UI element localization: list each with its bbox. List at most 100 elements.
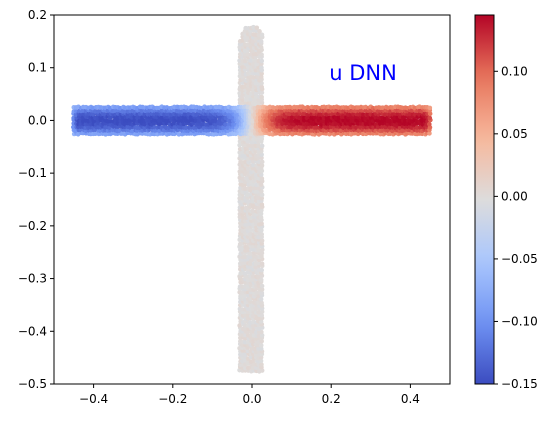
- colorbar-tick-label: −0.10: [501, 314, 538, 328]
- field-point: [258, 215, 264, 220]
- field-point: [139, 108, 145, 114]
- field-point: [250, 274, 256, 279]
- y-tick-label: 0.0: [28, 113, 47, 127]
- colorbar: [474, 14, 495, 385]
- field-point: [259, 221, 264, 227]
- field-point: [259, 238, 265, 243]
- field-point: [245, 124, 250, 130]
- field-point: [257, 29, 262, 34]
- field-point: [427, 105, 433, 111]
- field-point: [427, 131, 432, 136]
- field-point: [258, 277, 264, 283]
- field-point: [254, 25, 260, 31]
- field-point: [380, 105, 386, 111]
- field-point: [107, 118, 113, 124]
- field-point: [259, 309, 265, 315]
- scatter-points: [71, 24, 433, 374]
- field-point: [242, 121, 248, 126]
- field-point: [259, 300, 264, 306]
- field-point: [259, 261, 265, 267]
- field-point: [259, 90, 265, 95]
- field-point: [237, 323, 242, 328]
- x-tick-label: −0.2: [158, 392, 187, 406]
- field-point: [250, 202, 256, 208]
- field-point: [311, 109, 317, 114]
- x-tick-label: −0.4: [79, 392, 108, 406]
- chart-annotation: u DNN: [329, 61, 397, 85]
- field-point: [256, 309, 261, 315]
- field-point: [259, 267, 265, 273]
- field-point: [259, 58, 265, 64]
- field-point: [259, 313, 265, 318]
- colorbar-axis: −0.15 −0.10 −0.05 0.00 0.05 0.10: [494, 64, 538, 391]
- x-tick-label: 0.2: [322, 392, 341, 406]
- y-axis: −0.5 −0.4 −0.3 −0.2 −0.1 0.0 0.1 0.2: [18, 8, 54, 391]
- x-tick-label: 0.0: [242, 392, 261, 406]
- field-point: [240, 290, 245, 296]
- field-point: [256, 159, 262, 165]
- y-tick-label: 0.2: [28, 8, 47, 22]
- field-point: [259, 159, 265, 165]
- field-point: [248, 96, 254, 102]
- field-point: [176, 132, 182, 137]
- y-tick-label: 0.1: [28, 61, 47, 75]
- field-point: [242, 84, 248, 89]
- colorbar-tick-label: 0.10: [501, 64, 528, 78]
- field-point: [256, 333, 262, 338]
- field-point: [248, 251, 253, 257]
- field-point: [250, 208, 256, 214]
- field-point: [301, 111, 307, 117]
- field-point: [258, 39, 264, 44]
- field-point: [223, 122, 228, 127]
- field-point: [259, 143, 265, 149]
- field-point: [259, 250, 265, 256]
- colorbar-tick-label: 0.00: [501, 189, 528, 203]
- y-tick-label: −0.4: [18, 324, 47, 338]
- field-point: [258, 296, 264, 302]
- field-point: [115, 115, 120, 120]
- field-point: [240, 205, 245, 211]
- field-point: [259, 52, 264, 57]
- field-point: [259, 32, 265, 38]
- field-point: [237, 196, 242, 201]
- field-point: [397, 108, 403, 114]
- field-point: [259, 362, 264, 367]
- field-point: [250, 118, 255, 124]
- y-tick-label: −0.1: [18, 166, 47, 180]
- colorbar-tick-label: 0.05: [501, 127, 528, 141]
- field-point: [259, 100, 265, 106]
- field-point: [427, 115, 433, 121]
- y-tick-label: −0.3: [18, 272, 47, 286]
- field-point: [259, 227, 264, 233]
- field-point: [259, 247, 265, 253]
- field-point: [259, 287, 265, 292]
- field-point: [248, 261, 253, 266]
- field-point: [242, 283, 248, 289]
- field-point: [259, 290, 265, 296]
- field-point: [258, 346, 264, 351]
- field-point: [407, 111, 413, 117]
- field-point: [259, 195, 265, 201]
- field-point: [93, 131, 98, 137]
- field-point: [292, 111, 297, 117]
- field-point: [250, 61, 256, 66]
- field-point: [242, 254, 248, 259]
- field-point: [256, 248, 261, 253]
- field-point: [259, 192, 265, 198]
- field-point: [259, 176, 265, 181]
- field-point: [240, 176, 245, 181]
- field-point: [250, 124, 255, 129]
- x-tick-label: 0.4: [401, 392, 420, 406]
- field-point: [245, 192, 251, 198]
- field-point: [259, 163, 265, 168]
- field-point: [259, 339, 264, 344]
- colorbar-tick-label: −0.05: [501, 252, 538, 266]
- colorbar-tick-label: −0.15: [501, 377, 538, 391]
- field-point: [71, 124, 76, 130]
- x-axis: −0.4 −0.2 0.0 0.2 0.4: [79, 384, 420, 406]
- field-point: [259, 232, 265, 237]
- field-point: [258, 343, 264, 348]
- field-point: [259, 71, 264, 76]
